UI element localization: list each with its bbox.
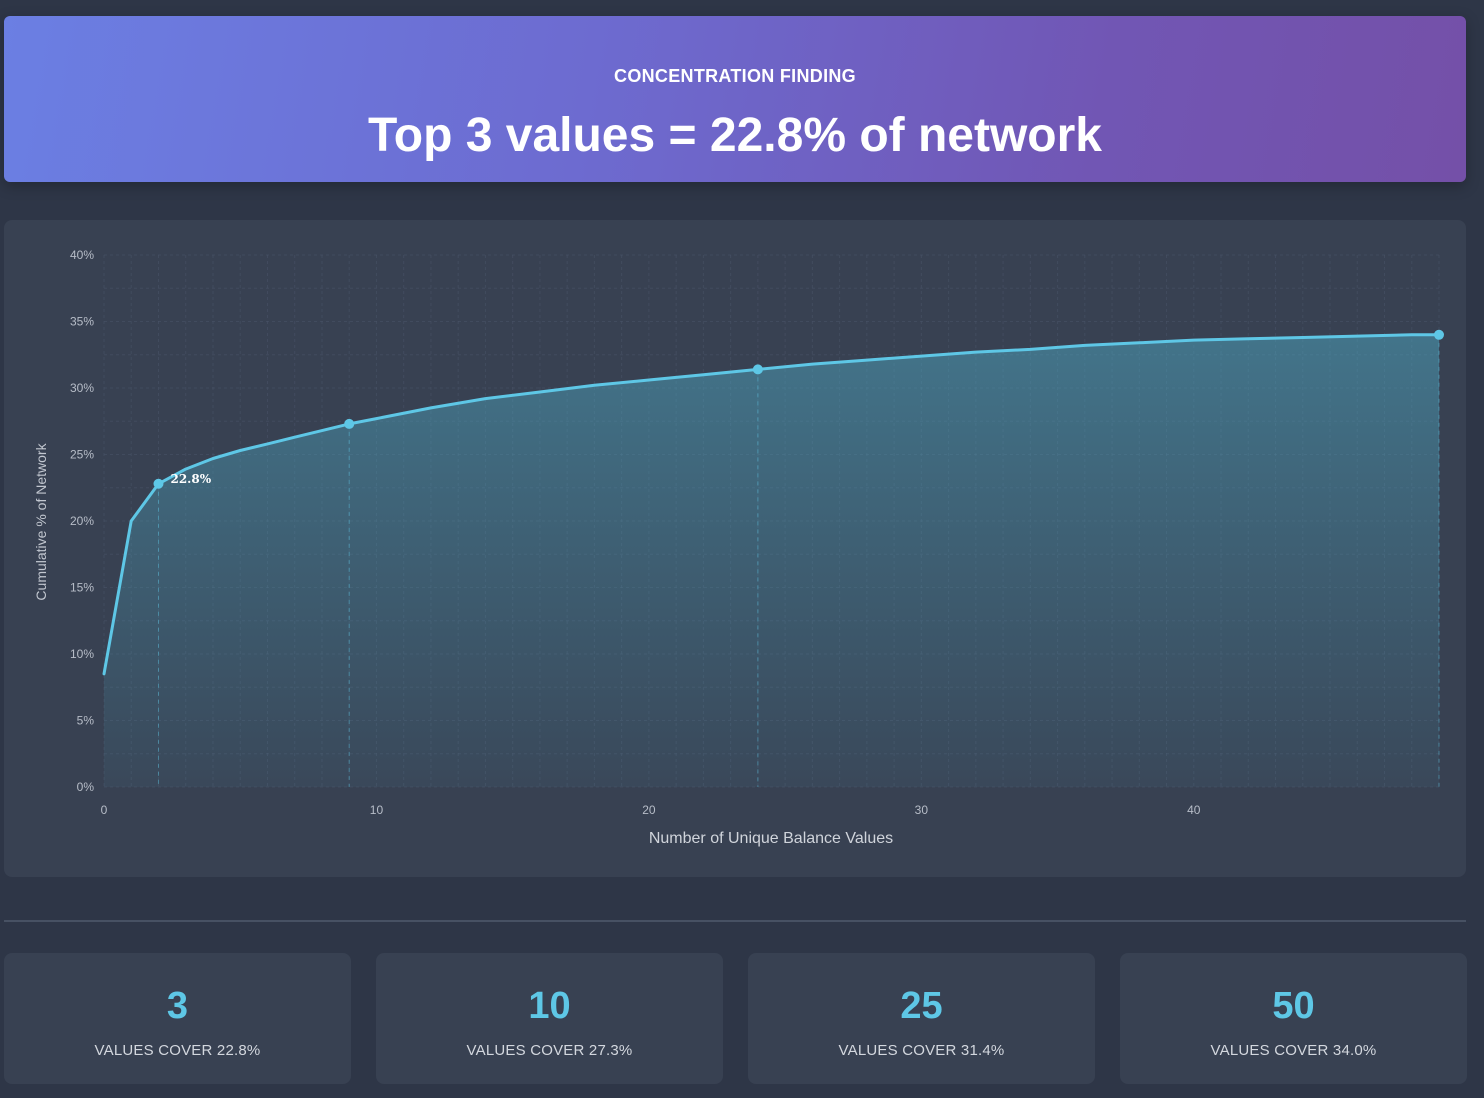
stat-number: 10 bbox=[528, 985, 571, 1027]
y-tick-label: 40% bbox=[70, 248, 94, 262]
concentration-banner: CONCENTRATION FINDING Top 3 values = 22.… bbox=[4, 16, 1466, 182]
y-tick-label: 35% bbox=[70, 315, 94, 329]
chart-area-layer bbox=[102, 333, 1441, 787]
cumulative-line bbox=[102, 333, 1441, 676]
chart-points: 22.8% bbox=[153, 329, 1444, 787]
highlight-point bbox=[752, 364, 763, 375]
cumulative-chart: 0% 5% 10% 15% 20% 25% 30% 35% 40% 0 10 20 30 40 22.8%… bbox=[33, 248, 1444, 847]
highlight-point bbox=[344, 418, 355, 429]
x-tick-label: 0 bbox=[101, 803, 108, 817]
banner-label: CONCENTRATION FINDING bbox=[614, 66, 856, 86]
stat-card: 3 VALUES COVER 22.8% bbox=[4, 953, 351, 1084]
stat-card: 50 VALUES COVER 34.0% bbox=[1120, 953, 1467, 1084]
cumulative-area bbox=[104, 334, 1439, 787]
y-axis-label: Cumulative % of Network bbox=[33, 442, 49, 600]
x-tick-label: 30 bbox=[915, 803, 929, 817]
y-tick-label: 20% bbox=[70, 514, 94, 528]
banner-headline: Top 3 values = 22.8% of network bbox=[367, 109, 1102, 162]
y-tick-label: 0% bbox=[77, 780, 95, 794]
y-tick-label: 30% bbox=[70, 381, 94, 395]
y-tick-label: 15% bbox=[70, 581, 94, 595]
y-tick-label: 5% bbox=[77, 714, 95, 728]
highlight-point bbox=[153, 478, 164, 489]
stat-number: 25 bbox=[900, 985, 943, 1027]
y-tick-label: 10% bbox=[70, 647, 94, 661]
section-divider bbox=[4, 920, 1466, 922]
y-tick-label: 25% bbox=[70, 448, 94, 462]
highlight-point bbox=[1434, 329, 1444, 340]
stat-card: 10 VALUES COVER 27.3% bbox=[376, 953, 723, 1084]
chart-panel: 0% 5% 10% 15% 20% 25% 30% 35% 40% 0 10 20 30 40 22.8%… bbox=[4, 220, 1466, 877]
x-tick-label: 40 bbox=[1187, 803, 1201, 817]
point-label: 22.8% bbox=[170, 472, 211, 486]
stat-caption: VALUES COVER 34.0% bbox=[1210, 1042, 1377, 1059]
stat-caption: VALUES COVER 27.3% bbox=[466, 1042, 633, 1059]
stat-number: 50 bbox=[1272, 985, 1315, 1027]
x-axis-label: Number of Unique Balance Values bbox=[649, 830, 893, 847]
stat-caption: VALUES COVER 31.4% bbox=[838, 1042, 1005, 1059]
stat-card: 25 VALUES COVER 31.4% bbox=[748, 953, 1095, 1084]
stat-number: 3 bbox=[166, 985, 189, 1027]
stat-caption: VALUES COVER 22.8% bbox=[94, 1042, 261, 1059]
chart-axes: 0% 5% 10% 15% 20% 25% 30% 35% 40% 0 10 20 30 40 bbox=[70, 248, 1201, 817]
x-tick-label: 10 bbox=[370, 803, 384, 817]
x-tick-label: 20 bbox=[642, 803, 656, 817]
